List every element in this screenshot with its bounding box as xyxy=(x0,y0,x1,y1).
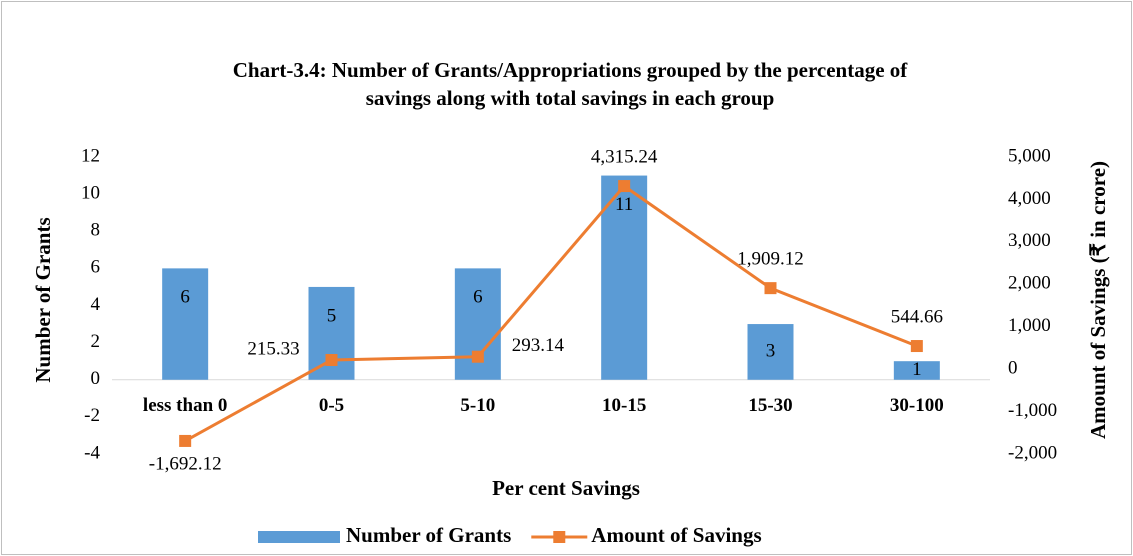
line-marker xyxy=(910,340,923,353)
bar xyxy=(601,175,648,380)
legend-label: Number of Grants xyxy=(346,523,511,547)
x-axis-title: Per cent Savings xyxy=(492,476,640,500)
y-tick-label: 6 xyxy=(91,257,101,278)
line-value-label: 1,909.12 xyxy=(737,249,804,270)
y2-tick-label: 1,000 xyxy=(1008,315,1051,336)
y-tick-label: 4 xyxy=(91,294,101,315)
chart-title: savings along with total savings in each… xyxy=(366,86,775,110)
bar-value-label: 3 xyxy=(766,340,776,361)
bar xyxy=(893,361,940,380)
bar-value-label: 1 xyxy=(912,359,922,380)
line-marker xyxy=(764,282,777,295)
y2-tick-label: -1,000 xyxy=(1008,400,1057,421)
bar xyxy=(747,324,794,380)
y-tick-label: 2 xyxy=(91,331,101,352)
y-tick-label: 12 xyxy=(81,145,100,166)
x-tick-label: 10-15 xyxy=(602,395,646,416)
bar-value-label: 6 xyxy=(473,287,483,308)
line-marker xyxy=(471,350,484,363)
line-value-label: 293.14 xyxy=(512,335,565,356)
x-tick-label: 5-10 xyxy=(460,395,495,416)
y-axis-title: Number of Grants xyxy=(31,217,55,382)
y2-tick-label: -2,000 xyxy=(1008,442,1057,463)
line-value-label: 4,315.24 xyxy=(591,146,658,167)
line-value-label: -1,692.12 xyxy=(149,453,222,474)
legend-swatch-marker xyxy=(553,531,566,543)
y-tick-label: 10 xyxy=(81,182,100,203)
bar xyxy=(454,268,501,380)
line-marker xyxy=(325,354,338,367)
x-tick-label: 0-5 xyxy=(319,395,344,416)
bar xyxy=(162,268,209,380)
legend-label: Amount of Savings xyxy=(591,523,761,547)
y2-tick-label: 0 xyxy=(1008,358,1018,379)
y2-tick-label: 2,000 xyxy=(1008,273,1051,294)
legend-swatch xyxy=(258,531,340,543)
line-marker xyxy=(618,180,631,193)
y-tick-label: 0 xyxy=(91,368,101,389)
y2-tick-label: 4,000 xyxy=(1008,188,1051,209)
x-tick-label: less than 0 xyxy=(143,395,227,416)
line-marker xyxy=(179,434,192,447)
chart-title: Chart-3.4: Number of Grants/Appropriatio… xyxy=(233,58,909,82)
y2-axis-title: Amount of Savings (₹ in crore) xyxy=(1086,161,1110,439)
x-tick-label: 30-100 xyxy=(890,395,944,416)
line-value-label: 215.33 xyxy=(247,338,299,359)
y-tick-label: 8 xyxy=(91,220,101,241)
x-tick-label: 15-30 xyxy=(748,395,792,416)
y2-tick-label: 5,000 xyxy=(1008,145,1051,166)
line-value-label: 544.66 xyxy=(891,306,943,327)
y-tick-label: -4 xyxy=(84,442,100,463)
y2-tick-label: 3,000 xyxy=(1008,230,1051,251)
bar-value-label: 6 xyxy=(180,287,190,308)
bar-value-label: 5 xyxy=(327,305,337,326)
line xyxy=(184,184,918,443)
y-tick-label: -2 xyxy=(84,405,100,426)
bar-value-label: 11 xyxy=(615,194,633,215)
